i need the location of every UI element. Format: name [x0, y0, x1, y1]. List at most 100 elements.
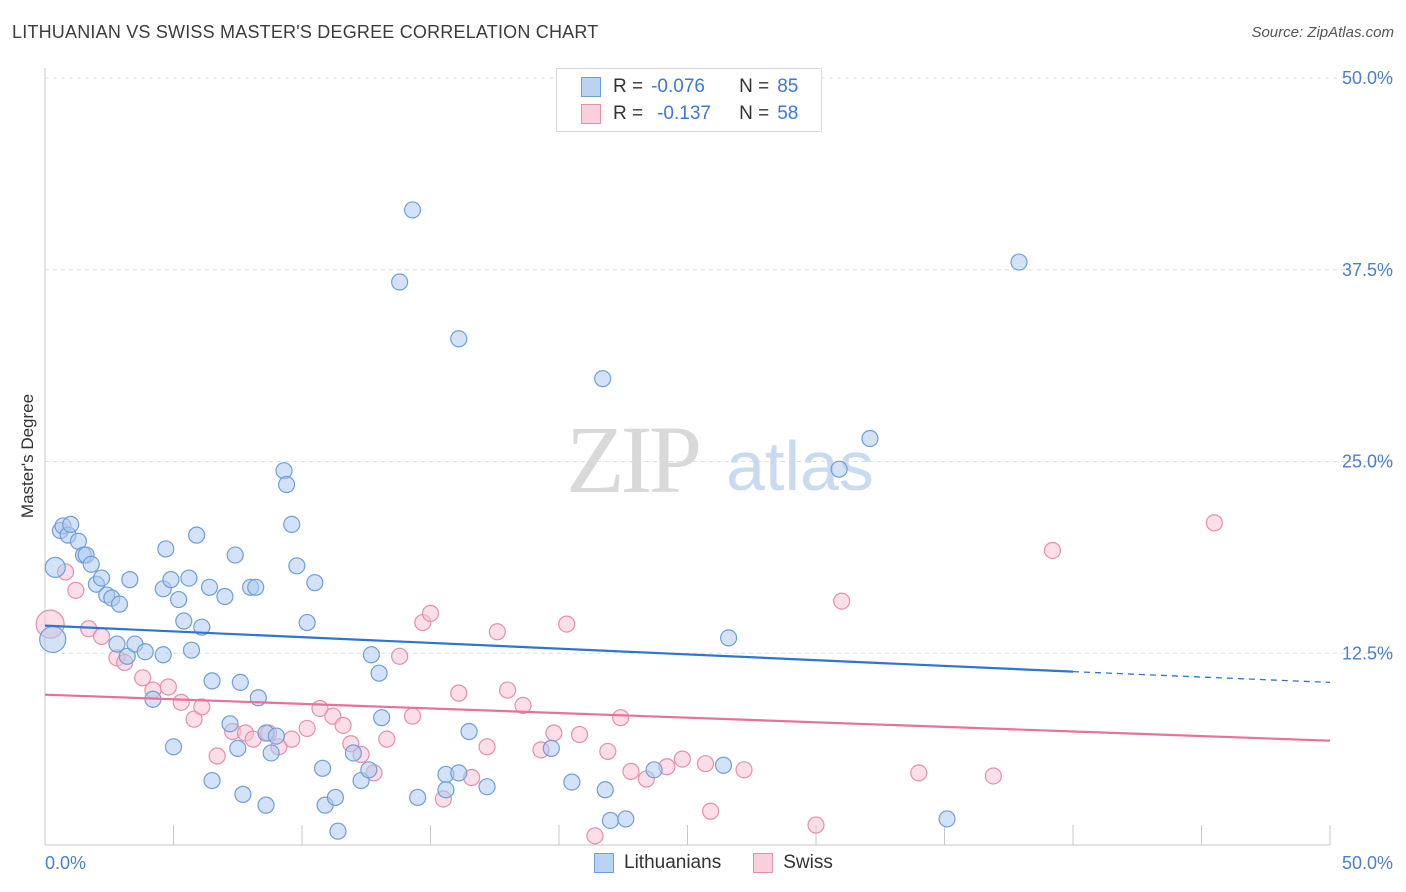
lithuanian-point [306, 574, 324, 592]
legend-n-label: N = [739, 76, 770, 97]
lithuanian-trend-line [44, 624, 1074, 673]
lithuanian-point [257, 796, 275, 814]
swiss-point [208, 747, 226, 765]
legend-r-label: R = [613, 76, 644, 97]
lithuanian-point [188, 526, 206, 544]
lithuanian-point [326, 788, 345, 807]
swiss-point [450, 684, 468, 702]
lithuanian-point [298, 613, 316, 632]
swiss-point [391, 647, 409, 665]
swiss-point [298, 719, 316, 738]
legend-item-swiss: Swiss [753, 852, 833, 874]
lithuanian-point [267, 727, 285, 745]
lithuanian-point [460, 722, 478, 741]
swiss-point [134, 669, 152, 687]
swiss-point [334, 716, 352, 734]
lithuanian-point [170, 590, 188, 609]
grid-lines [45, 77, 1395, 654]
lithuanian-point [313, 759, 332, 777]
swiss-point [172, 693, 190, 711]
lithuanian-point [162, 571, 180, 589]
lithuanian-point [938, 810, 956, 828]
legend-label-lithuanians: Lithuanians [624, 852, 722, 873]
lithuanian-point [231, 673, 249, 691]
swiss-point [570, 725, 589, 744]
swiss-point [421, 604, 440, 622]
lithuanian-point [283, 515, 301, 533]
swiss-point [403, 707, 422, 725]
swiss-point [612, 709, 630, 727]
trend-lines [44, 624, 1331, 742]
lithuanian-point [44, 556, 66, 578]
lithuanian-point [360, 761, 378, 779]
lithuanian-point [362, 646, 380, 664]
legend-n-value: 58 [777, 103, 799, 124]
lithuanian-point [370, 664, 388, 682]
legend-n-value: 85 [777, 76, 799, 97]
tick-labels: 12.5% 25.0% 37.5% 50.0% 0.0% 50.0% [45, 68, 1393, 873]
swiss-point [193, 698, 211, 716]
lithuanian-point [200, 578, 219, 596]
swiss-point [833, 592, 851, 610]
legend-r-value: -0.076 [651, 76, 705, 97]
lithuanian-point [403, 201, 422, 219]
lithuanian-point [596, 781, 614, 799]
swiss-point [735, 761, 753, 779]
legend-item-lithuanians: Lithuanians [594, 852, 721, 874]
lithuanian-point [861, 429, 879, 448]
swiss-point [599, 742, 617, 761]
swiss-point [1043, 541, 1062, 560]
swiss-point [622, 762, 640, 780]
legend-label-swiss: Swiss [783, 852, 833, 873]
swiss-point [185, 710, 203, 728]
y-tick-label: 25.0% [1342, 452, 1393, 472]
swiss-point [67, 581, 85, 599]
swiss-trend-line [44, 693, 1331, 742]
lithuanian-point [437, 781, 455, 799]
lithuanian-point [478, 778, 496, 796]
lithuanian-point [203, 771, 221, 790]
swiss-point [673, 750, 691, 768]
legend-r-value: -0.137 [657, 103, 711, 124]
blue-swatch [581, 77, 601, 97]
swiss-point [514, 696, 532, 715]
swiss-points [35, 514, 1223, 845]
lithuanian-point [409, 788, 427, 807]
blue-swatch [594, 853, 614, 873]
lithuanian-point [288, 557, 306, 575]
lithuanian-point [344, 744, 362, 762]
swiss-point [499, 681, 517, 699]
legend-r-label: R = [613, 103, 644, 124]
swiss-point [702, 802, 720, 820]
lithuanian-point [594, 370, 612, 388]
lithuanian-point [262, 744, 280, 762]
series-legend: Lithuanians Swiss [594, 852, 865, 874]
lithuanian-point [542, 739, 560, 757]
lithuanian-point [154, 646, 172, 664]
lithuanian-point [373, 709, 391, 727]
lithuanian-point [82, 555, 100, 573]
swiss-point [488, 623, 506, 641]
pink-swatch [581, 104, 601, 124]
legend-row-lithuanians: R = -0.076 N = 85 [581, 75, 798, 99]
source-label: Source: ZipAtlas.com [1251, 24, 1394, 41]
lithuanian-point [391, 273, 409, 291]
watermark: ZIP atlas [566, 406, 874, 513]
lithuanian-point [720, 629, 738, 647]
swiss-point [984, 767, 1002, 785]
axes [44, 68, 1331, 846]
x-tick-label: 50.0% [1342, 853, 1393, 873]
lithuanian-point [247, 578, 265, 596]
swiss-point [283, 730, 301, 748]
lithuanian-point [601, 811, 620, 830]
lithuanian-point [450, 764, 468, 782]
legend-row-swiss: R = -0.137 N = 58 [581, 102, 798, 126]
swiss-point [92, 627, 111, 645]
lithuanian-point [563, 773, 581, 791]
swiss-point [696, 755, 715, 773]
swiss-point [378, 730, 396, 748]
lithuanian-point [221, 715, 239, 733]
pink-swatch [753, 853, 774, 873]
lithuanian-point [226, 546, 244, 564]
